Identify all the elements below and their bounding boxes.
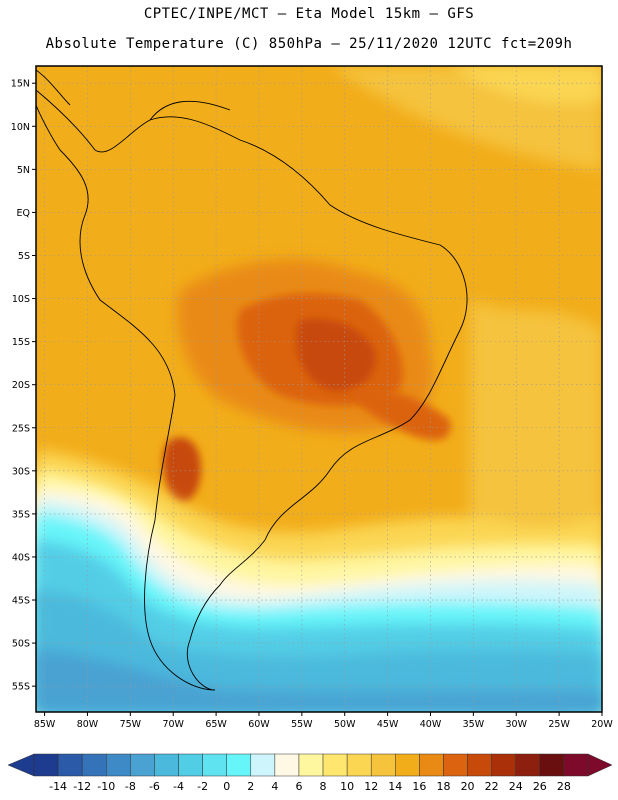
colorbar-arrow-high	[587, 753, 613, 777]
colorbar-label: 6	[295, 780, 302, 793]
colorbar-label: 0	[223, 780, 230, 793]
lat-label: EQ	[17, 208, 30, 219]
lat-label: 35S	[12, 509, 30, 520]
lon-label: 50W	[334, 719, 356, 730]
lon-label: 35W	[463, 719, 485, 730]
colorbar-swatch	[515, 753, 541, 777]
lat-label: 40S	[12, 552, 30, 563]
lat-label: 15N	[11, 79, 30, 90]
colorbar-swatch	[491, 753, 516, 777]
lat-label: 30S	[12, 466, 30, 477]
colorbar-label: 28	[557, 780, 571, 793]
colorbar-label: -12	[73, 780, 91, 793]
colorbar-label: 4	[271, 780, 278, 793]
colorbar-label: -10	[97, 780, 115, 793]
colorbar-swatch	[322, 753, 348, 777]
lon-label: 25W	[548, 719, 570, 730]
colorbar-swatch	[467, 753, 492, 777]
temperature-map: 15N 10N 5N EQ 5S 10S 15S 20S 25S 30S 35S 40S 45S 50S 5…	[11, 65, 613, 730]
colorbar-label: -2	[197, 780, 208, 793]
map-frame	[35, 65, 603, 713]
colorbar-label: 14	[388, 780, 402, 793]
colorbar-swatch	[250, 753, 276, 777]
title-line-2: Absolute Temperature (C) 850hPa – 25/11/…	[45, 36, 573, 52]
colorbar-swatch	[563, 753, 589, 777]
colorbar-swatch	[81, 753, 107, 777]
colorbar: -14 -12 -10 -8 -6 -4 -2 0 2 4 6 8 10 12 14 16 18 20 22 24 26…	[7, 753, 613, 793]
colorbar-swatch	[443, 753, 468, 777]
lon-label: 30W	[506, 719, 528, 730]
colorbar-swatch	[178, 753, 203, 777]
colorbar-label: 20	[461, 780, 475, 793]
lon-label: 55W	[291, 719, 313, 730]
lat-label: 10N	[11, 122, 30, 133]
colorbar-label: 22	[485, 780, 499, 793]
lat-label: 25S	[12, 423, 30, 434]
colorbar-swatch	[274, 753, 300, 777]
colorbar-label: -8	[125, 780, 136, 793]
lon-label: 20W	[591, 719, 613, 730]
lon-label: 70W	[162, 719, 184, 730]
colorbar-swatch	[154, 753, 179, 777]
colorbar-labels: -14 -12 -10 -8 -6 -4 -2 0 2 4 6 8 10 12 14 16 18 20 22 24 26…	[49, 780, 571, 793]
colorbar-swatch	[419, 753, 444, 777]
colorbar-swatch	[130, 753, 155, 777]
colorbar-swatch	[395, 753, 420, 777]
colorbar-swatch	[202, 753, 227, 777]
lon-label: 65W	[205, 719, 227, 730]
lat-label: 55S	[12, 682, 30, 693]
colorbar-swatch	[106, 753, 131, 777]
colorbar-label: 24	[509, 780, 523, 793]
lon-label: 45W	[377, 719, 399, 730]
lat-label: 5S	[18, 251, 30, 262]
colorbar-label: 10	[340, 780, 354, 793]
colorbar-label: -4	[173, 780, 184, 793]
colorbar-swatch	[226, 753, 252, 777]
longitude-axis: 85W 80W 75W 70W 65W 60W 55W 50W 45W 40W 35W 30W 25W 2…	[34, 712, 613, 730]
lat-label: 50S	[12, 639, 30, 650]
lat-label: 10S	[12, 294, 30, 305]
colorbar-swatch	[370, 753, 396, 777]
lat-label: 20S	[12, 380, 30, 391]
coastline	[36, 69, 468, 691]
lon-label: 85W	[34, 719, 56, 730]
colorbar-label: -6	[149, 780, 160, 793]
lon-label: 80W	[77, 719, 99, 730]
colorbar-swatch	[539, 753, 565, 777]
colorbar-swatch	[298, 753, 324, 777]
colorbar-label: 16	[412, 780, 426, 793]
colorbar-label: 26	[533, 780, 547, 793]
colorbar-label: 12	[364, 780, 378, 793]
temperature-field	[36, 66, 602, 712]
colorbar-label: -14	[49, 780, 67, 793]
lon-label: 60W	[248, 719, 270, 730]
colorbar-swatch	[57, 753, 83, 777]
lat-label: 5N	[17, 165, 30, 176]
lat-label: 15S	[12, 337, 30, 348]
colorbar-swatch	[33, 753, 59, 777]
colorbar-label: 8	[320, 780, 327, 793]
colorbar-label: 2	[247, 780, 254, 793]
colorbar-swatches	[7, 753, 613, 777]
lat-label: 45S	[12, 596, 30, 607]
lon-label: 75W	[120, 719, 142, 730]
lon-label: 40W	[420, 719, 442, 730]
latitude-axis: 15N 10N 5N EQ 5S 10S 15S 20S 25S 30S 35S 40S 45S 50S 5…	[11, 79, 36, 693]
colorbar-swatch	[346, 753, 372, 777]
title-line-1: CPTEC/INPE/MCT – Eta Model 15km – GFS	[143, 6, 475, 22]
colorbar-arrow-low	[7, 753, 35, 777]
colorbar-label: 18	[436, 780, 450, 793]
